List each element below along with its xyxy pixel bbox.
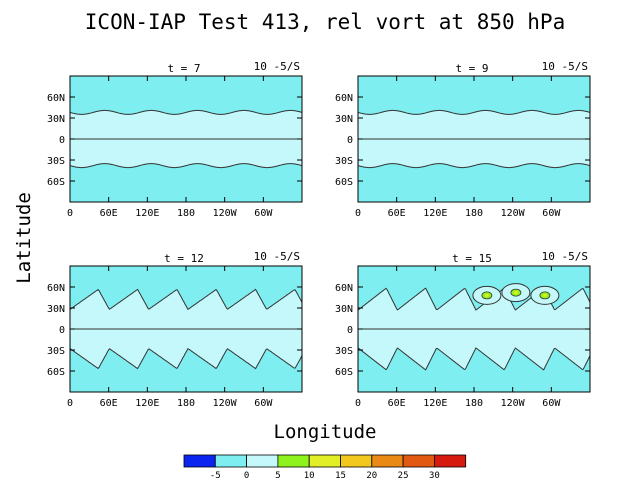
colorbar: -5 0 5 10 15 20 25 30 [183,454,467,481]
y-tick-label: 60S [335,177,353,188]
x-tick-label: 120W [501,208,526,219]
colorbar-label: 10 [304,471,315,481]
colorbar-swatch [433,454,467,468]
colorbar-swatch [308,454,341,468]
colorbar-label: 0 [244,471,249,481]
x-tick-label: 120E [135,398,159,409]
panel: t = 7 10 -5/S 0 60E 120E 180 120W 60W 60N 30N 0 30S… [47,60,303,219]
colorbar-swatch [214,454,248,468]
x-tick-label: 60E [388,208,406,219]
panel-time-label: t = 9 [455,62,488,75]
y-tick-label: 60N [335,283,353,294]
x-tick-label: 120W [213,398,238,409]
y-tick-label: 30N [335,114,353,125]
vortex-peak [513,291,518,295]
y-tick-label: 60N [335,93,353,104]
colorbar-swatch [371,454,404,468]
colorbar-label: 5 [275,471,280,481]
vortex-peak [484,293,489,297]
y-tick-label: 60S [335,367,353,378]
y-tick-label: 60S [47,367,65,378]
x-tick-label: 120W [213,208,238,219]
vortex-peak [542,293,547,297]
contour-north [357,109,591,115]
x-tick-label: 120W [501,398,526,409]
x-tick-label: 60E [388,398,406,409]
colorbar-swatch [340,454,373,468]
colorbar-label: 25 [398,471,409,481]
y-tick-label: 60N [47,93,65,104]
x-tick-label: 60W [254,208,273,219]
y-tick-label: 60N [47,283,65,294]
x-tick-label: 0 [355,398,361,409]
panel-units-label: 10 -5/S [254,250,300,263]
y-tick-label: 30S [335,346,353,357]
y-tick-label: 30S [335,156,353,167]
colorbar-label: -5 [210,471,221,481]
y-axis-label: Latitude [13,192,35,284]
x-tick-label: 0 [67,398,73,409]
x-tick-label: 180 [465,208,483,219]
contour-south [69,163,303,169]
x-tick-label: 120E [135,208,159,219]
colorbar-swatch [402,454,435,468]
contour-north [69,288,303,311]
colorbar-swatch [183,454,216,468]
y-tick-label: 30S [47,346,65,357]
x-tick-label: 120E [423,208,447,219]
y-tick-label: 30N [335,304,353,315]
panel: t = 15 10 -5/S 0 60E 120E 180 120W 60W 60N 30N 0 30… [335,250,591,409]
panel-time-label: t = 7 [167,62,200,75]
y-tick-label: 30S [47,156,65,167]
panel: t = 9 10 -5/S 0 60E 120E 180 120W 60W 60N 30N 0 30S… [335,60,591,219]
panel-time-label: t = 15 [452,252,492,265]
y-tick-label: 30N [47,114,65,125]
colorbar-swatch [277,454,310,468]
panel-units-label: 10 -5/S [254,60,300,73]
x-tick-label: 120E [423,398,447,409]
panel-grid: t = 7 10 -5/S 0 60E 120E 180 120W 60W 60N 30N 0 30S… [47,60,591,409]
contour-north [69,109,303,115]
panel: t = 12 10 -5/S 0 60E 120E 180 120W 60W 60N 30N 0 30… [47,250,303,409]
y-tick-label: 0 [347,325,353,336]
panel-units-label: 10 -5/S [542,250,588,263]
contour-south [357,347,591,371]
y-tick-label: 0 [59,135,65,146]
colorbar-label: 30 [429,471,440,481]
panel-time-label: t = 12 [164,252,204,265]
x-tick-label: 180 [177,398,195,409]
y-tick-label: 30N [47,304,65,315]
x-tick-label: 60E [100,208,118,219]
colorbar-label: 15 [335,471,346,481]
y-tick-label: 0 [347,135,353,146]
y-tick-label: 0 [59,325,65,336]
x-tick-label: 0 [67,208,73,219]
x-axis-label: Longitude [274,421,377,443]
contour-south [357,163,591,169]
y-tick-label: 60S [47,177,65,188]
figure-title: ICON-IAP Test 413, rel vort at 850 hPa [85,10,565,34]
x-tick-label: 60W [542,208,561,219]
x-tick-label: 180 [465,398,483,409]
contour-south [69,347,303,370]
x-tick-label: 60W [542,398,561,409]
colorbar-label: 20 [366,471,377,481]
colorbar-swatch [246,454,279,468]
x-tick-label: 0 [355,208,361,219]
x-tick-label: 180 [177,208,195,219]
x-tick-label: 60W [254,398,273,409]
panel-units-label: 10 -5/S [542,60,588,73]
x-tick-label: 60E [100,398,118,409]
